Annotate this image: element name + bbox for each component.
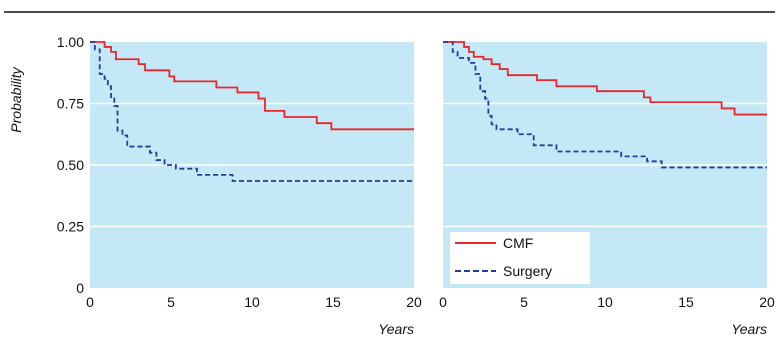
x-axis-label-left: Years [378,321,414,337]
series-line-right-cmf [443,41,767,116]
x-tick-label-left-0: 0 [86,294,94,310]
legend-background [450,232,590,284]
y-tick-label-2: 0.50 [57,157,84,173]
series-line-left-surgery [90,41,414,182]
x-tick-label-left-3: 15 [325,294,341,310]
x-tick-label-left-4: 20 [406,294,422,310]
series-line-right-surgery [443,41,767,169]
panel-right: 0 5 10 15 20 Years CMF Surgery [439,41,775,337]
y-tick-label-1: 0.25 [57,219,84,235]
x-tick-label-left-1: 5 [167,294,175,310]
legend-label-cmf: CMF [503,235,533,251]
x-tick-label-right-4: 20 [759,294,775,310]
x-tick-label-right-2: 10 [597,294,613,310]
y-tick-label-3: 0.75 [57,96,84,112]
x-tick-label-left-2: 10 [244,294,260,310]
x-tick-label-right-0: 0 [439,294,447,310]
panel-left: 0 0.25 0.50 0.75 1.00 0 5 10 15 20 Probability Y… [8,34,422,337]
x-tick-label-right-1: 5 [520,294,528,310]
x-tick-label-right-3: 15 [678,294,694,310]
x-axis-label-right: Years [731,321,767,337]
legend: CMF Surgery [450,232,590,284]
series-line-left-cmf [90,41,414,131]
legend-label-surgery: Surgery [503,263,552,279]
y-tick-label-0: 0 [76,280,84,296]
y-axis-label: Probability [8,66,24,132]
y-tick-label-4: 1.00 [57,34,84,50]
